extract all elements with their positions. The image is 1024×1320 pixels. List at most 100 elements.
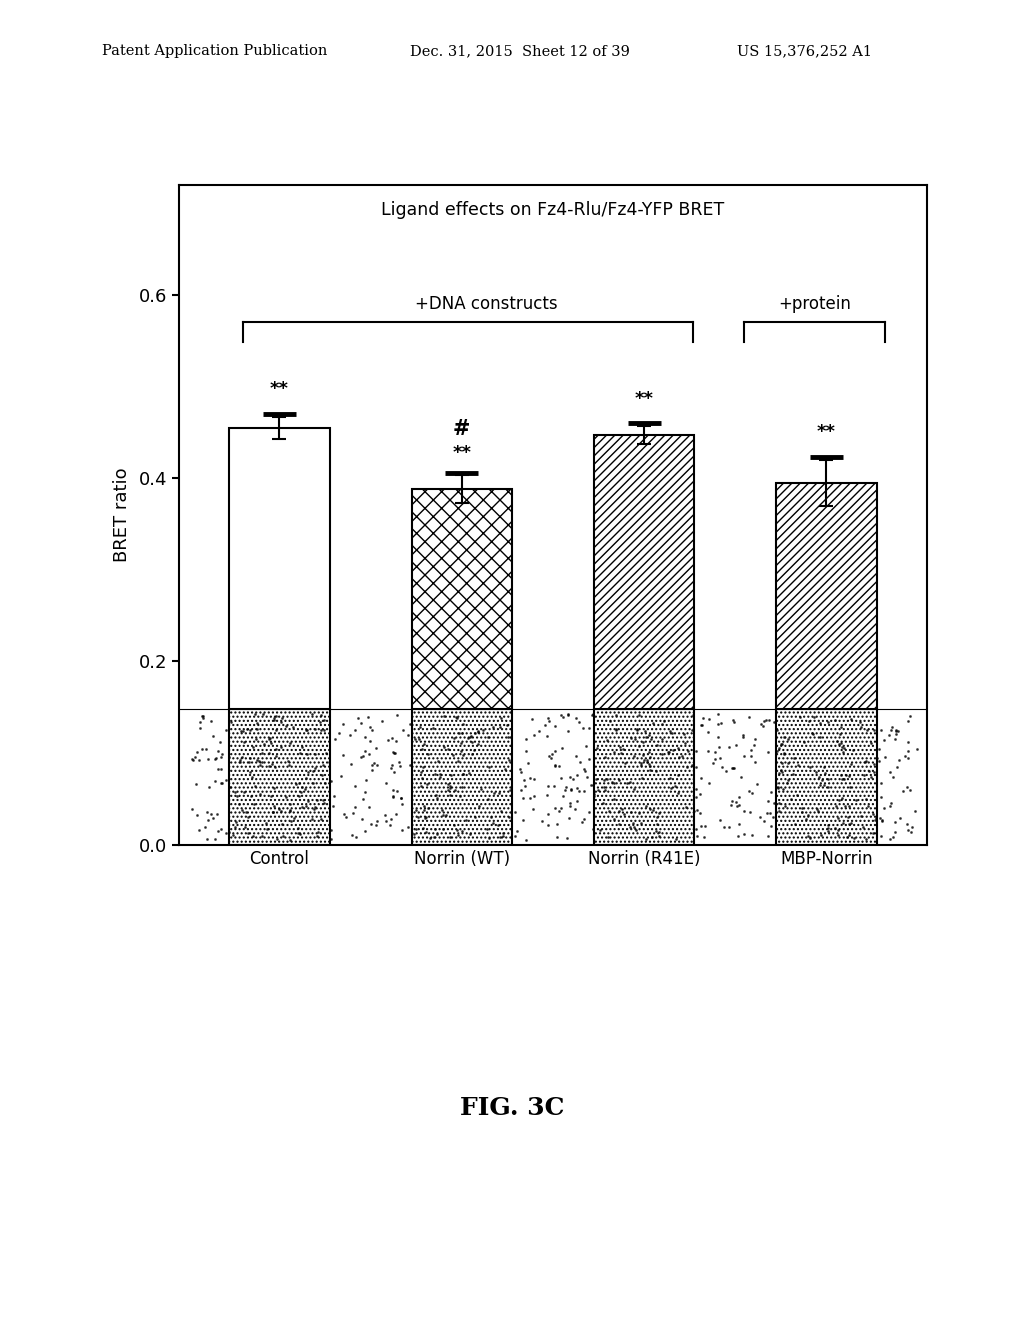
Point xyxy=(412,717,428,738)
Point xyxy=(293,781,309,803)
Point xyxy=(451,751,467,772)
Point xyxy=(386,743,402,764)
Point xyxy=(827,817,844,838)
Point xyxy=(451,825,467,846)
Point xyxy=(899,747,915,768)
Point xyxy=(347,826,364,847)
Point xyxy=(464,743,480,764)
Point xyxy=(307,796,324,817)
Point xyxy=(292,824,308,845)
Point xyxy=(897,746,913,767)
Point xyxy=(414,739,430,760)
Point xyxy=(247,704,263,725)
Point xyxy=(566,799,583,820)
Point xyxy=(648,760,665,781)
Point xyxy=(559,704,575,725)
Point xyxy=(662,721,678,742)
Point xyxy=(255,734,271,755)
Point xyxy=(323,829,339,850)
Point xyxy=(450,708,466,729)
Point xyxy=(543,747,559,768)
Point xyxy=(278,715,294,737)
Point xyxy=(583,774,599,795)
Point xyxy=(314,764,331,785)
Point xyxy=(840,807,856,828)
Point xyxy=(797,731,813,752)
Point xyxy=(569,777,586,799)
Point xyxy=(664,777,680,799)
Point xyxy=(752,807,768,828)
Point xyxy=(466,807,482,828)
Point xyxy=(254,742,270,763)
Point xyxy=(653,729,670,750)
Point xyxy=(863,767,880,788)
Point xyxy=(312,705,329,726)
Point xyxy=(745,735,762,756)
Point xyxy=(612,737,629,758)
Point xyxy=(208,747,224,768)
Point xyxy=(889,756,905,777)
Point xyxy=(247,775,263,796)
Point xyxy=(469,722,485,743)
Point xyxy=(485,717,502,738)
Point xyxy=(827,709,844,730)
Point xyxy=(190,750,207,771)
Point xyxy=(193,711,209,733)
Point xyxy=(718,760,734,781)
Point xyxy=(240,822,256,843)
Point xyxy=(866,762,883,783)
Point xyxy=(596,746,612,767)
Point xyxy=(524,799,541,820)
Point xyxy=(221,746,238,767)
Point xyxy=(439,738,456,759)
Point xyxy=(534,810,550,832)
Point xyxy=(456,744,472,766)
Point xyxy=(829,820,846,841)
Point xyxy=(323,770,339,791)
Point xyxy=(356,726,373,747)
Point xyxy=(266,708,283,729)
Point xyxy=(454,741,470,762)
Point xyxy=(282,829,298,850)
Point xyxy=(645,800,662,821)
Point xyxy=(361,731,378,752)
Point xyxy=(420,743,436,764)
Point xyxy=(742,746,759,767)
Point xyxy=(760,825,776,846)
Point xyxy=(355,788,372,809)
Point xyxy=(693,714,710,735)
Point xyxy=(495,826,511,847)
Point xyxy=(866,809,883,830)
Point xyxy=(501,750,517,771)
Point xyxy=(517,741,534,762)
Text: +protein: +protein xyxy=(778,296,851,313)
Point xyxy=(790,755,806,776)
Point xyxy=(884,715,900,737)
Point xyxy=(691,783,708,804)
Point xyxy=(298,719,314,741)
Point xyxy=(210,758,226,779)
Point xyxy=(454,821,470,842)
Point xyxy=(210,741,226,762)
Point xyxy=(637,719,653,741)
Point xyxy=(882,762,898,783)
Point xyxy=(712,737,728,758)
Y-axis label: BRET ratio: BRET ratio xyxy=(113,467,131,562)
Point xyxy=(600,826,616,847)
Point xyxy=(571,751,588,772)
Point xyxy=(741,780,758,801)
Point xyxy=(631,803,647,824)
Point xyxy=(484,812,501,833)
Point xyxy=(453,733,469,754)
Point xyxy=(442,785,459,807)
Point xyxy=(887,821,903,842)
Point xyxy=(622,816,638,837)
Point xyxy=(814,770,830,791)
Point xyxy=(775,743,792,764)
Point xyxy=(392,787,409,808)
Point xyxy=(590,779,606,800)
Point xyxy=(586,785,602,807)
Point xyxy=(659,742,676,763)
Point xyxy=(384,742,400,763)
Point xyxy=(496,822,512,843)
